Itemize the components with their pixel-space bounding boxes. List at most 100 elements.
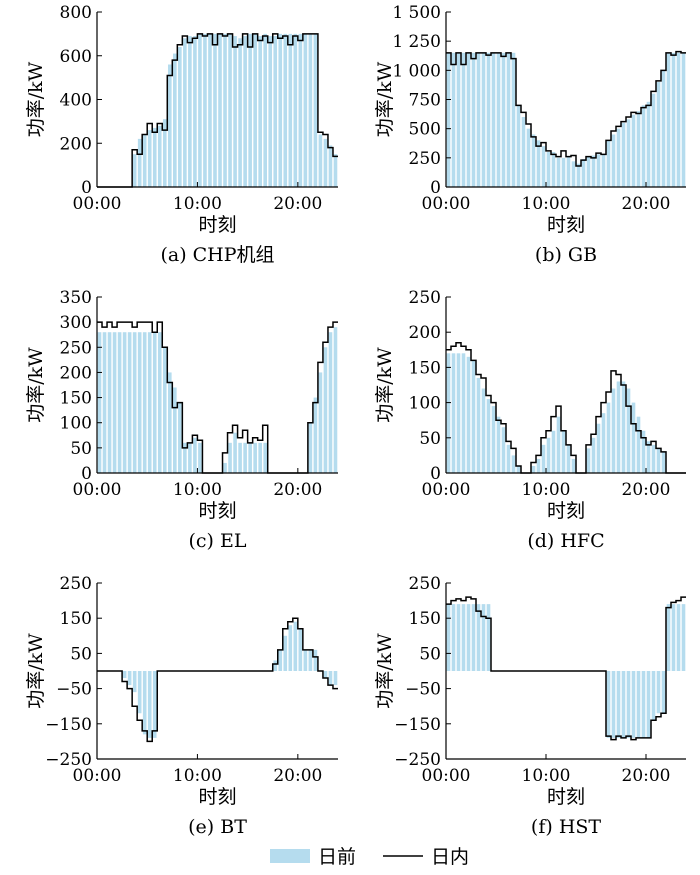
y-tick-label: 100 [409, 394, 441, 414]
bar-day-ahead [586, 448, 591, 473]
y-tick-label: 600 [60, 47, 92, 67]
bar-day-ahead [167, 372, 172, 473]
bar-day-ahead [561, 430, 566, 473]
bar-day-ahead [97, 332, 102, 473]
bar-day-ahead [611, 388, 616, 473]
y-tick-label: 1 250 [392, 32, 441, 52]
bar-day-ahead [152, 671, 157, 738]
bar-day-ahead [193, 437, 197, 473]
bar-day-ahead [137, 671, 142, 714]
bar-day-ahead [636, 671, 641, 738]
bar-day-ahead [213, 33, 217, 188]
x-axis-label: 时刻 [198, 786, 236, 808]
bar-day-ahead [258, 442, 262, 473]
bar-day-ahead [466, 52, 471, 187]
bar-day-ahead [238, 38, 242, 187]
y-tick-label: 750 [409, 91, 441, 111]
y-tick-label: 0 [81, 178, 92, 198]
bar-day-ahead [263, 33, 267, 188]
y-axis-label: 功率/kW [374, 633, 396, 709]
y-tick-label: 250 [409, 288, 441, 308]
y-axis-label: 功率/kW [25, 61, 47, 137]
bar-day-ahead [581, 159, 586, 187]
bar-day-ahead [451, 52, 456, 187]
bar-day-ahead [318, 372, 323, 473]
x-tick-label: 10:00 [173, 194, 222, 214]
bar-day-ahead [561, 157, 566, 187]
bar-day-ahead [253, 442, 257, 473]
x-axis-label: 时刻 [547, 786, 585, 808]
y-tick-label: 100 [60, 414, 92, 434]
bar-day-ahead [481, 604, 486, 671]
bar-day-ahead [147, 671, 152, 738]
bar-day-ahead [122, 332, 127, 473]
bar-day-ahead [333, 327, 338, 473]
y-tick-label: 300 [60, 313, 92, 333]
bar-day-ahead [456, 52, 461, 187]
bar-day-ahead [323, 138, 328, 188]
bar-day-ahead [278, 649, 283, 671]
bar-day-ahead [586, 156, 591, 187]
bar-day-ahead [486, 399, 491, 473]
bar-day-ahead [541, 146, 546, 187]
bar-day-ahead [506, 444, 511, 473]
bar-day-ahead [621, 381, 626, 473]
bar-day-ahead [132, 332, 137, 473]
bar-day-ahead [596, 423, 601, 473]
bar-day-ahead [616, 671, 621, 738]
bar-day-ahead [233, 36, 237, 188]
bar-day-ahead [616, 381, 621, 473]
bar-day-ahead [646, 671, 651, 738]
bar-day-ahead [446, 52, 451, 187]
bar-day-ahead [516, 105, 521, 187]
y-axis-label: 功率/kW [374, 61, 396, 137]
bar-day-ahead [273, 660, 278, 671]
y-tick-label: 200 [409, 323, 441, 343]
bar-day-ahead [661, 671, 666, 714]
bar-day-ahead [486, 52, 491, 187]
bar-day-ahead [167, 64, 172, 187]
bar-day-ahead [516, 465, 521, 473]
bar-day-ahead [117, 332, 122, 473]
bar-day-ahead [263, 442, 267, 473]
x-tick-label: 20:00 [273, 766, 322, 786]
panel-gb: 0 250 500 750 1 000 1 250 1 500 00:00 10:00 20:00… [374, 3, 686, 266]
bar-day-ahead [511, 455, 516, 473]
y-tick-label: 1 000 [392, 61, 441, 81]
bar-day-ahead [476, 377, 481, 473]
bar-day-ahead [223, 33, 227, 188]
bar-day-ahead [556, 416, 561, 473]
bar-day-ahead [147, 130, 152, 188]
x-tick-label: 10:00 [173, 480, 222, 500]
bar-day-ahead [188, 442, 192, 473]
bar-day-ahead [566, 156, 571, 187]
panel-caption: (f) HST [531, 816, 601, 838]
panel-caption: (e) BT [188, 816, 247, 838]
bar-day-ahead [651, 671, 656, 721]
panel-hfc: 0 50 100 150 200 250 00:00 10:00 20:00 时刻 功率/kW (d)… [374, 288, 686, 552]
bar-day-ahead [132, 671, 137, 693]
bar-day-ahead [571, 458, 576, 473]
bar-day-ahead [162, 347, 167, 473]
y-tick-label: 400 [60, 91, 92, 111]
bar-day-ahead [636, 111, 641, 187]
bar-day-ahead [308, 422, 313, 473]
bar-day-ahead [536, 140, 541, 187]
bar-day-ahead [541, 444, 546, 473]
bar-day-ahead [102, 332, 107, 473]
y-tick-label: −250 [45, 750, 92, 770]
x-tick-label: 10:00 [522, 766, 571, 786]
y-tick-label: 800 [60, 3, 92, 23]
panel-caption: (b) GB [535, 244, 597, 266]
bar-day-ahead [228, 442, 232, 473]
bar-day-ahead [198, 33, 202, 188]
bar-day-ahead [178, 402, 182, 473]
legend-label-intraday: 日内 [431, 846, 469, 868]
bar-day-ahead [661, 451, 666, 473]
bar-day-ahead [446, 353, 451, 473]
bar-day-ahead [681, 52, 686, 187]
bar-day-ahead [646, 101, 651, 187]
bar-day-ahead [308, 33, 313, 188]
bar-day-ahead [188, 36, 192, 188]
bar-day-ahead [626, 671, 631, 738]
